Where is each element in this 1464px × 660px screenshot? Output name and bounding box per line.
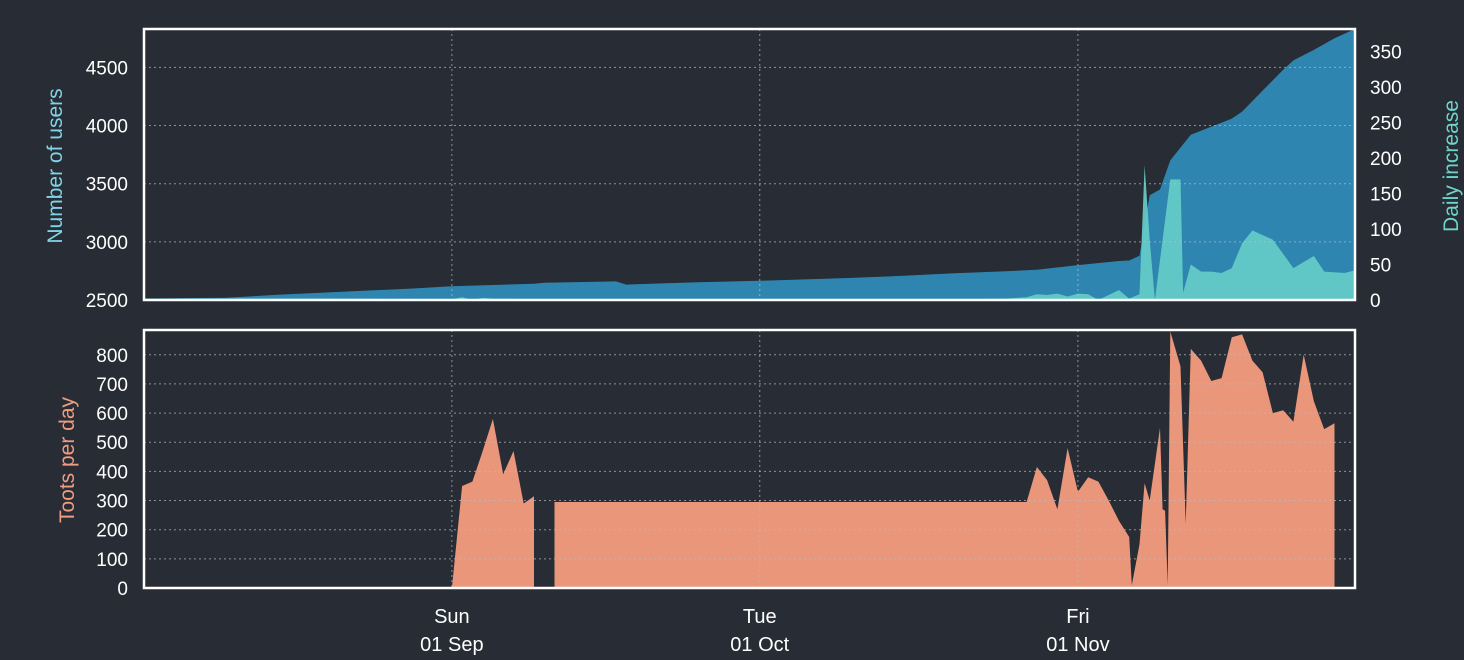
users-tick-label: 4500 [86,58,128,79]
users-tick-label: 3000 [86,233,128,254]
users-tick-label: 4000 [86,117,128,138]
users-axis-label: Number of users [44,88,67,243]
x-axis: Sun 01 Sep Tue 01 Oct Fri 01 Nov [420,606,1109,656]
daily-tick-label: 250 [1370,114,1402,135]
toots-panel: 0 100 200 300 400 500 600 700 800 [96,328,1357,600]
daily-tick-label: 200 [1370,149,1402,170]
toots-tick-label: 600 [96,404,128,425]
x-tick-label: 01 Oct [730,634,789,656]
users-panel: 2500 3000 3500 4000 4500 0 50 100 150 200 250 300 35… [86,27,1402,312]
daily-increase-axis-label: Daily increase [1440,100,1463,232]
daily-tick-label: 0 [1370,291,1381,312]
toots-area [554,331,1335,588]
daily-tick-label: 50 [1370,256,1391,277]
toots-tick-label: 300 [96,492,128,513]
toots-area [451,418,534,588]
toots-tick-label: 500 [96,433,128,454]
x-tick-label: Sun [434,606,470,628]
users-panel-frame [142,27,1357,302]
daily-increase-area [144,165,1355,300]
daily-tick-label: 350 [1370,43,1402,64]
users-tick-label: 2500 [86,291,128,312]
x-tick-label: 01 Nov [1046,634,1109,656]
daily-tick-label: 100 [1370,220,1402,241]
toots-tick-label: 400 [96,462,128,483]
toots-tick-label: 200 [96,521,128,542]
x-tick-label: Fri [1066,606,1089,628]
x-tick-label: 01 Sep [420,634,483,656]
toots-axis-label: Toots per day [56,396,79,523]
toots-tick-label: 800 [96,346,128,367]
x-tick-label: Tue [743,606,777,628]
toots-tick-label: 0 [117,579,128,600]
toots-panel-frame [142,328,1357,590]
daily-tick-label: 300 [1370,78,1402,99]
daily-tick-label: 150 [1370,185,1402,206]
toots-tick-label: 100 [96,550,128,571]
users-tick-label: 3500 [86,175,128,196]
toots-tick-label: 700 [96,375,128,396]
